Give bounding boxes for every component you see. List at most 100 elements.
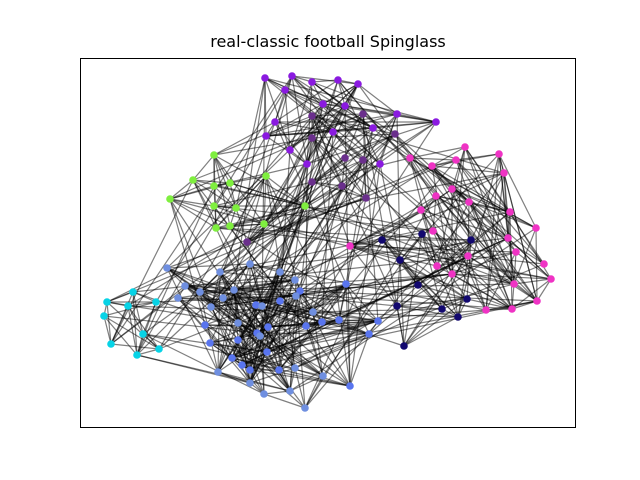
graph-edge [368, 211, 511, 335]
graph-node [467, 236, 475, 244]
graph-edge [169, 185, 215, 200]
graph-edge [441, 298, 468, 310]
graph-edge [304, 239, 383, 409]
graph-node [107, 340, 115, 348]
graph-node [438, 305, 446, 313]
graph-edge [409, 146, 466, 159]
graph-edge [396, 305, 405, 347]
graph-node [286, 387, 294, 395]
graph-edge [142, 333, 265, 395]
graph-edge [498, 153, 537, 229]
graph-node [391, 130, 399, 138]
graph-edge [470, 172, 505, 241]
graph-node [346, 382, 354, 390]
graph-node [281, 86, 289, 94]
graph-edge [261, 305, 265, 395]
graph-edge [431, 165, 545, 265]
graph-edge [294, 197, 367, 281]
graph-edge [431, 165, 511, 213]
graph-node [547, 275, 555, 283]
graph-edge [256, 332, 370, 335]
graph-node [482, 306, 490, 314]
graph-edge [110, 285, 186, 345]
graph-node [510, 280, 518, 288]
graph-edge [403, 316, 459, 347]
graph-edge [362, 133, 396, 161]
graph-node [414, 281, 422, 289]
graph-edge [213, 137, 313, 156]
graph-node [301, 404, 309, 412]
graph-edge [229, 205, 306, 227]
graph-node [418, 230, 426, 238]
graph-edge [322, 233, 423, 377]
graph-edge [294, 333, 370, 369]
graph-edge [403, 298, 468, 347]
graph-node [365, 330, 373, 338]
graph-node [166, 195, 174, 203]
graph-node [376, 160, 384, 168]
graph-edge [417, 284, 468, 300]
graph-edge [362, 159, 367, 199]
graph-node [181, 282, 189, 290]
graph-edge [295, 295, 324, 377]
graph-node [214, 368, 222, 376]
graph-edge [136, 354, 291, 392]
graph-node [369, 124, 377, 132]
graph-edge [169, 198, 233, 359]
graph-edge [166, 267, 323, 323]
graph-node [207, 303, 215, 311]
graph-edge [217, 271, 221, 373]
graph-edge [321, 131, 334, 323]
graph-edge [344, 133, 396, 159]
graph-node [129, 288, 137, 296]
graph-node [238, 361, 246, 369]
graph-edge [431, 153, 500, 167]
graph-node [189, 176, 197, 184]
graph-node [452, 156, 460, 164]
graph-node [260, 390, 268, 398]
graph-edge [266, 326, 269, 353]
graph-edge [169, 198, 261, 337]
graph-edge [451, 188, 538, 302]
graph-node [359, 110, 367, 118]
graph-edge [132, 291, 144, 335]
graph-edge [103, 315, 112, 345]
graph-node [100, 312, 108, 320]
graph-node [133, 351, 141, 359]
graph-edge [379, 163, 401, 261]
graph-node [206, 339, 214, 347]
graph-edge [255, 304, 323, 323]
graph-edge [136, 348, 160, 356]
graph-edge [103, 315, 258, 334]
chart-title: real-classic football Spinglass [210, 32, 446, 51]
graph-node [212, 224, 220, 232]
graph-edge [192, 154, 215, 181]
graph-edge [304, 205, 515, 285]
graph-node [243, 238, 251, 246]
graph-edge [219, 211, 511, 273]
graph-edge [311, 137, 367, 199]
graph-node [378, 236, 386, 244]
graph-edge [249, 290, 301, 384]
graph-edge [513, 251, 517, 285]
graph-edge [213, 154, 306, 207]
graph-node [500, 169, 508, 177]
graph-node [448, 270, 456, 278]
graph-edge [169, 179, 194, 200]
graph-edge [213, 154, 265, 225]
graph-edge [399, 259, 405, 347]
graph-edge [264, 77, 437, 123]
graph-edge [249, 279, 296, 384]
graph-edge [127, 301, 157, 307]
graph-edge [233, 289, 324, 377]
graph-edge [468, 201, 537, 229]
graph-edge [436, 201, 470, 267]
graph-node [303, 160, 311, 168]
graph-edge [312, 311, 324, 377]
graph-edge [213, 185, 237, 209]
graph-edge [241, 320, 379, 366]
nodes-layer [100, 72, 555, 412]
graph-node [335, 316, 343, 324]
graph-node [264, 323, 272, 331]
graph-node [334, 76, 342, 84]
